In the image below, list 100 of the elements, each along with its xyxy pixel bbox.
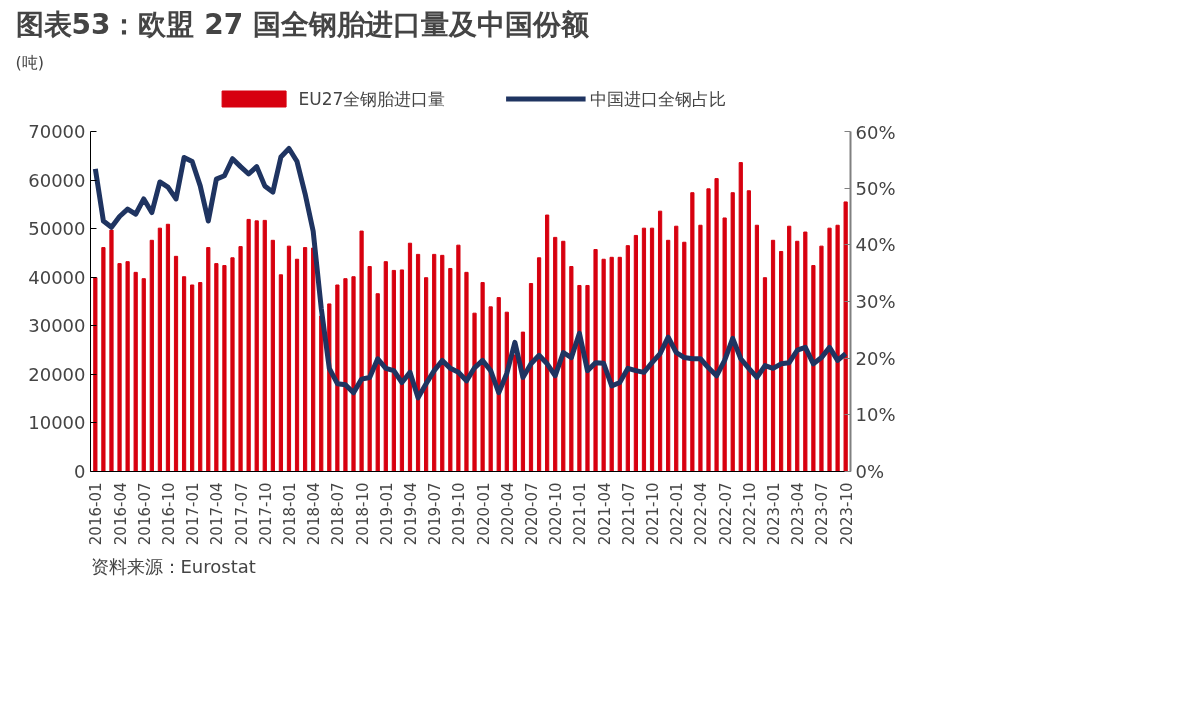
bar — [835, 224, 840, 472]
chart-title: 图表53：欧盟 27 国全钢胎进口量及中国份额 — [15, 7, 590, 41]
bar — [343, 278, 348, 472]
bar — [811, 265, 816, 472]
bar — [496, 297, 501, 472]
x-tick-label: 2021-07 — [619, 482, 638, 546]
bar — [270, 239, 275, 472]
bar — [674, 225, 679, 472]
x-tick-label: 2017-04 — [208, 482, 227, 546]
bar — [593, 249, 598, 472]
x-tick-label: 2018-04 — [305, 482, 324, 546]
x-tick-label: 2019-10 — [450, 482, 469, 546]
legend-label: 中国进口全钢占比 — [590, 87, 727, 110]
bar — [843, 201, 848, 472]
bar — [779, 250, 784, 472]
bar — [214, 263, 219, 472]
bar — [456, 244, 461, 472]
bar — [706, 188, 711, 472]
x-tick-label: 2023-04 — [789, 482, 808, 546]
bar — [190, 284, 195, 472]
bar — [577, 284, 582, 472]
bar — [464, 271, 469, 472]
bar — [827, 227, 832, 472]
y2-tick-label: 60% — [855, 121, 896, 143]
bar — [432, 253, 437, 472]
bar — [480, 282, 485, 472]
bar — [545, 214, 550, 472]
y-tick-label: 10000 — [28, 412, 86, 434]
x-tick-label: 2023-10 — [837, 482, 856, 546]
y-tick-label: 20000 — [28, 363, 86, 385]
bar — [714, 178, 719, 472]
y2-tick-label: 50% — [855, 177, 896, 199]
x-tick-label: 2022-01 — [668, 482, 687, 546]
y-tick-label: 50000 — [28, 218, 86, 240]
y2-tick-label: 10% — [855, 404, 896, 426]
x-tick-label: 2017-07 — [232, 482, 251, 546]
x-tick-label: 2018-10 — [353, 482, 372, 546]
bar — [738, 162, 743, 472]
y-tick-label: 70000 — [28, 121, 86, 142]
x-tick-label: 2022-10 — [740, 482, 759, 546]
y-tick-label: 40000 — [28, 266, 86, 288]
y-tick-label: 30000 — [28, 315, 86, 337]
bar — [536, 257, 542, 472]
bar — [302, 247, 308, 472]
bar — [762, 277, 768, 472]
bar — [512, 354, 517, 472]
bar — [561, 240, 566, 472]
bar — [238, 246, 243, 472]
bar — [93, 277, 98, 472]
y-axis-title: (吨) — [15, 52, 44, 72]
y2-tick-label: 40% — [855, 234, 896, 256]
y2-tick-label: 0% — [855, 461, 885, 482]
bar — [746, 190, 751, 472]
bar — [819, 245, 824, 472]
bar — [569, 266, 574, 472]
bar — [375, 293, 380, 472]
bar — [222, 265, 227, 472]
bar — [367, 266, 372, 472]
x-tick-label: 2018-01 — [280, 482, 299, 546]
x-tick-label: 2019-07 — [426, 482, 445, 546]
text: 资料来源：Eurostat — [90, 555, 256, 577]
x-tick-label: 2017-10 — [256, 482, 275, 546]
bar — [754, 224, 760, 472]
bar — [254, 220, 259, 472]
bar — [157, 227, 162, 472]
bar — [286, 245, 292, 472]
bar — [117, 263, 122, 472]
bar — [488, 306, 493, 472]
bar — [553, 236, 558, 472]
x-tick-label: 2016-01 — [87, 482, 106, 546]
bar — [698, 224, 703, 472]
bar — [666, 239, 671, 472]
x-tick-label: 2016-04 — [111, 482, 130, 546]
bar — [657, 210, 663, 472]
x-tick-label: 2021-04 — [595, 482, 614, 546]
bar — [335, 284, 340, 472]
bar — [448, 267, 453, 472]
bar — [141, 278, 146, 472]
bar — [585, 284, 590, 472]
bar — [173, 255, 179, 472]
bar — [351, 276, 356, 472]
bar — [165, 223, 171, 472]
bar — [311, 247, 316, 472]
bar — [440, 254, 445, 472]
y2-tick-label: 20% — [855, 347, 896, 369]
bar — [649, 227, 655, 472]
x-tick-label: 2019-04 — [401, 482, 420, 546]
bar — [424, 277, 429, 472]
bar — [294, 258, 300, 472]
x-tick-label: 2016-10 — [159, 482, 178, 546]
bar — [770, 239, 776, 472]
x-tick-label: 2023-07 — [813, 482, 832, 546]
bar — [795, 240, 800, 472]
x-tick-label: 2018-07 — [329, 482, 348, 546]
bar — [125, 261, 130, 472]
bar — [601, 258, 606, 472]
bar — [149, 239, 154, 472]
x-tick-label: 2022-07 — [716, 482, 735, 546]
x-tick-label: 2020-10 — [547, 482, 566, 546]
x-tick-label: 2021-01 — [571, 482, 590, 546]
